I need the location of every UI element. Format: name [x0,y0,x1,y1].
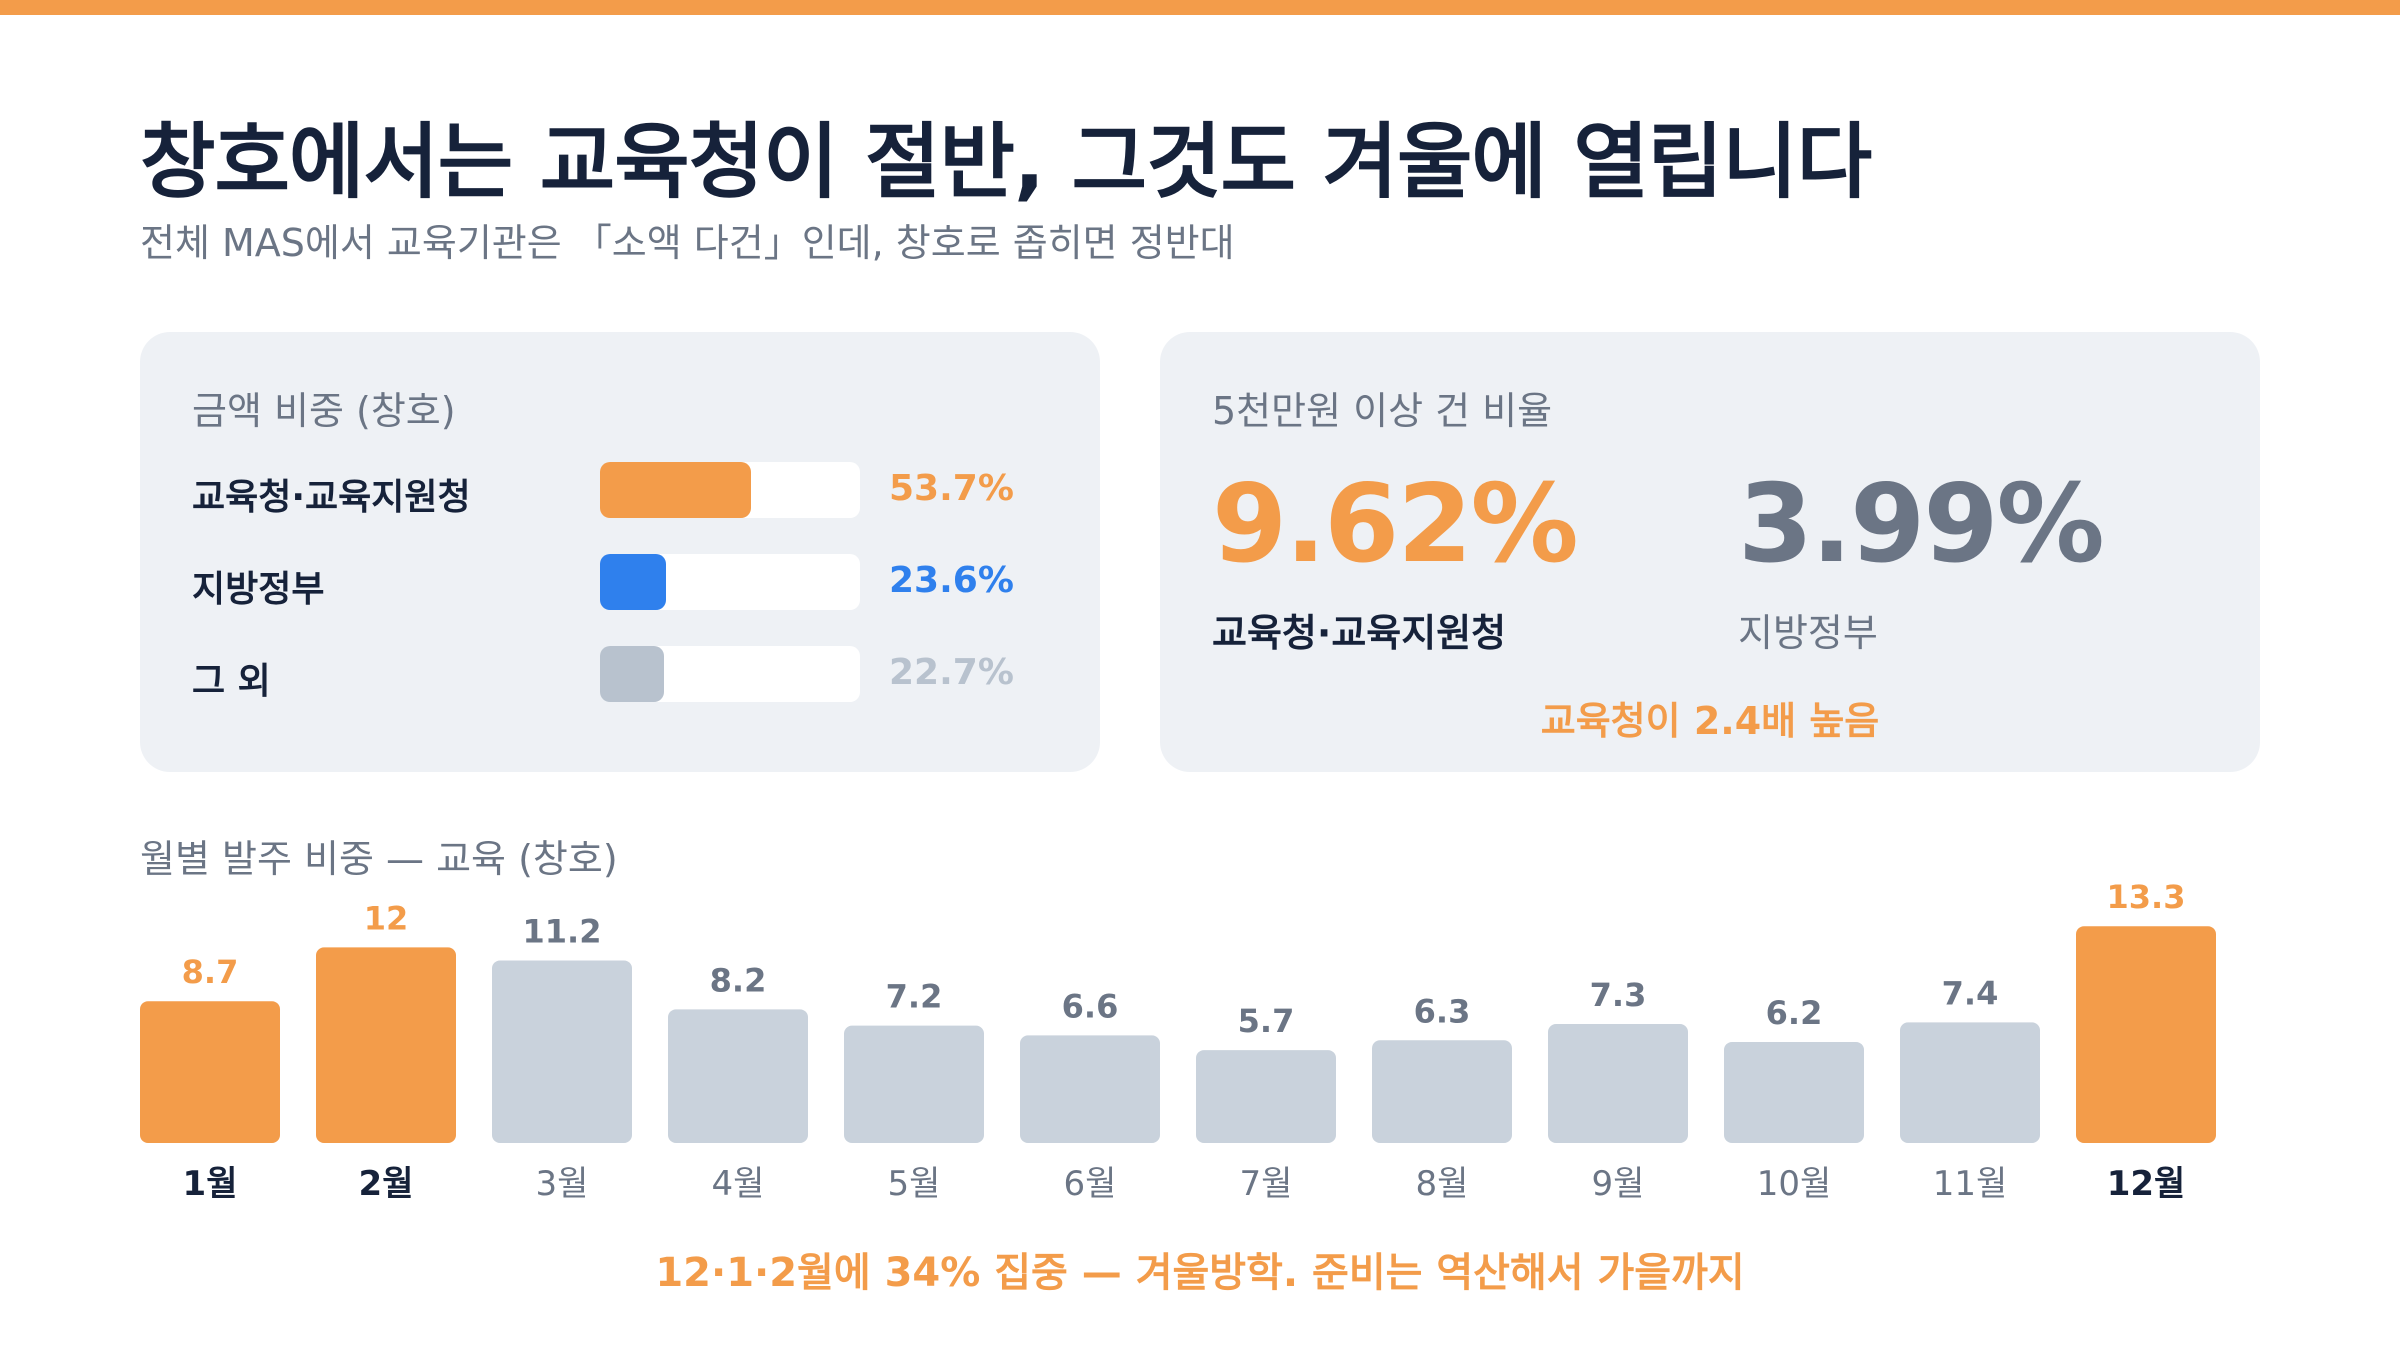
bar-10 [1724,1041,1864,1143]
amount-share-card-label: 금액 비중 (창호) [192,389,456,433]
chart-title: 월별 발주 비중 — 교육 (창호) [140,837,618,881]
bar-8 [1372,1040,1512,1143]
data-label-11: 7.4 [1942,974,1999,1012]
bar-4 [668,1009,808,1143]
data-label-2: 12 [364,899,409,937]
tick-label-7: 7월 [1240,1164,1293,1204]
bar-11 [1900,1022,2040,1143]
data-label-8: 6.3 [1414,992,1471,1030]
tick-label-12: 12월 [2107,1164,2186,1204]
ratio-card-label: 5천만원 이상 건 비율 [1212,389,1553,433]
education-ratio-value: 9.62% [1212,462,1579,587]
tick-label-9: 9월 [1592,1164,1645,1204]
top-accent-bar [0,0,2400,15]
tick-label-8: 8월 [1416,1164,1469,1204]
page-subtitle: 전체 MAS에서 교육기관은 「소액 다건」인데, 창호로 좁히면 정반대 [140,221,1235,265]
bar-7 [1196,1050,1336,1143]
tick-label-5: 5월 [888,1164,941,1204]
amount-share-card: 금액 비중 (창호) 교육청·교육지원청 53.7% 지방정부 23.6% 그 … [140,332,1100,772]
share-bar-fill [600,462,751,518]
bar-6 [1020,1035,1160,1143]
bar-12 [2076,926,2216,1143]
data-label-3: 11.2 [523,912,602,950]
tick-label-4: 4월 [712,1164,765,1204]
data-label-1: 8.7 [182,953,239,991]
local-government-ratio-label: 지방정부 [1738,611,1878,655]
bar-3 [492,960,632,1143]
tick-label-3: 3월 [536,1164,589,1204]
bar-1 [140,1001,280,1143]
tick-label-11: 11월 [1933,1164,2008,1204]
share-row-local-government: 지방정부 23.6% [192,554,1052,610]
tick-label-1: 1월 [183,1164,238,1204]
local-government-ratio-value: 3.99% [1738,462,2105,587]
data-label-9: 7.3 [1590,976,1647,1014]
data-label-6: 6.6 [1062,987,1119,1025]
education-ratio-label: 교육청·교육지원청 [1212,611,1507,655]
share-value: 53.7% [889,468,1014,509]
tick-label-2: 2월 [359,1164,414,1204]
share-row-others: 그 외 22.7% [192,646,1052,702]
bar-9 [1548,1024,1688,1143]
share-bar-track [600,462,860,518]
page-title: 창호에서는 교육청이 절반, 그것도 겨울에 열립니다 [140,115,1872,210]
tick-label-6: 6월 [1064,1164,1117,1204]
share-row-education: 교육청·교육지원청 53.7% [192,462,1052,518]
data-label-12: 13.3 [2107,878,2186,916]
data-label-5: 7.2 [886,978,943,1016]
share-bar-fill [600,554,666,610]
share-name: 지방정부 [192,569,325,610]
share-value: 22.7% [889,652,1014,693]
footer-note: 12·1·2월에 34% 집중 — 겨울방학. 준비는 역산해서 가을까지 [655,1250,1745,1296]
large-contract-ratio-card: 5천만원 이상 건 비율 9.62% 교육청·교육지원청 3.99% 지방정부 … [1160,332,2260,772]
share-name: 교육청·교육지원청 [192,477,471,518]
tick-label-10: 10월 [1757,1164,1832,1204]
share-bar-track [600,646,860,702]
data-label-10: 6.2 [1766,994,1823,1032]
bar-2 [316,947,456,1143]
share-name: 그 외 [192,661,271,702]
data-label-4: 8.2 [710,961,767,999]
share-value: 23.6% [889,560,1014,601]
share-bar-fill [600,646,664,702]
data-label-7: 5.7 [1238,1002,1295,1040]
share-bar-track [600,554,860,610]
ratio-comparison-note: 교육청이 2.4배 높음 [1540,699,1880,743]
bar-5 [844,1025,984,1143]
